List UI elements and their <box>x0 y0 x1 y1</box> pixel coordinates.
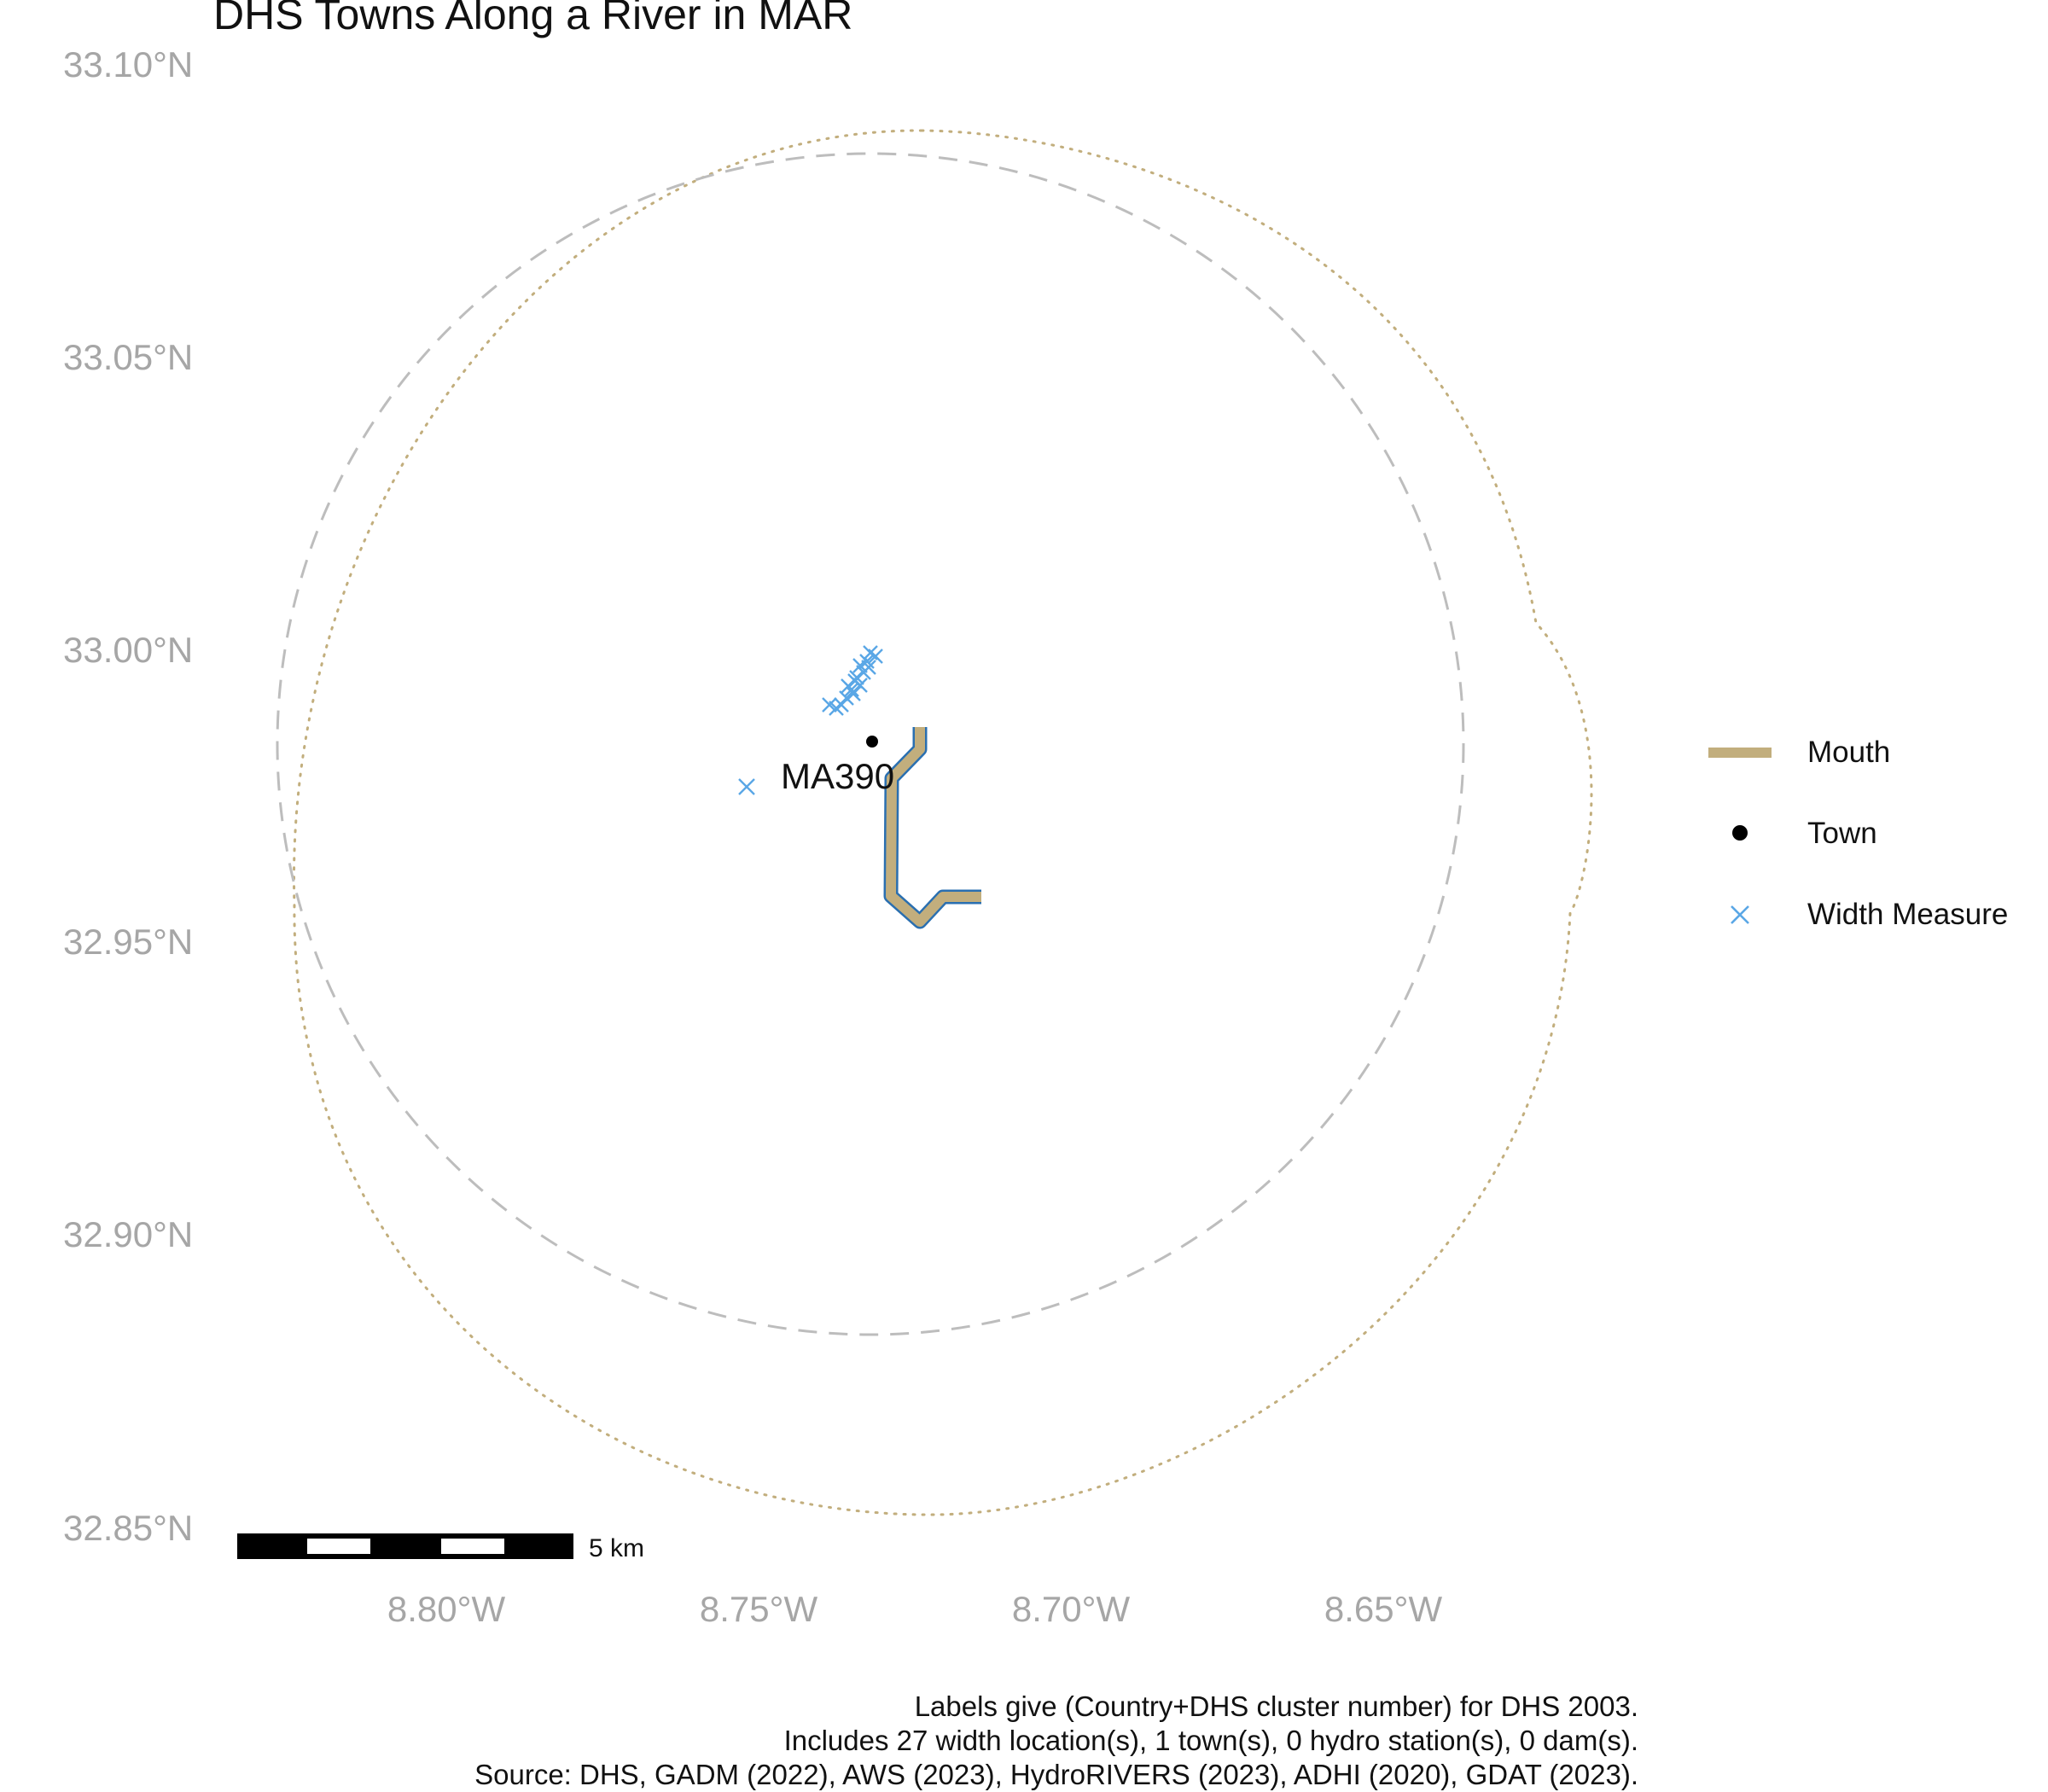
width-measure-marker <box>868 649 883 664</box>
town-label: MA390 <box>781 756 895 796</box>
legend-label-width-measure: Width Measure <box>1807 898 2009 931</box>
dashed-buffer-circle <box>276 152 1465 1336</box>
legend-width-measure-x-icon <box>1731 905 1749 924</box>
legend-label-mouth: Mouth <box>1807 736 1891 769</box>
legend-town-dot <box>1732 825 1748 841</box>
dotted-buffer-circle <box>293 129 1593 1516</box>
town-marker <box>866 736 878 748</box>
x-tick-label: 8.75°W <box>699 1589 818 1629</box>
scale-bar-label: 5 km <box>589 1534 645 1562</box>
y-tick-label: 32.95°N <box>63 922 194 962</box>
caption-line: Source: DHS, GADM (2022), AWS (2023), Hy… <box>474 1759 1638 1790</box>
y-tick-label: 33.00°N <box>63 630 194 670</box>
width-measure-marker <box>861 660 876 675</box>
x-tick-label: 8.80°W <box>387 1589 506 1629</box>
legend-keys <box>1708 748 1772 924</box>
y-tick-label: 33.10°N <box>63 44 194 84</box>
river-mouth <box>886 727 981 927</box>
width-measure-marker <box>852 678 868 693</box>
width-measure-marker <box>738 778 755 795</box>
x-tick-label: 8.65°W <box>1324 1589 1443 1629</box>
width-measure-markers <box>738 645 883 795</box>
x-tick-label: 8.70°W <box>1011 1589 1131 1629</box>
y-tick-label: 33.05°N <box>63 337 194 377</box>
width-measure-marker <box>846 686 861 701</box>
width-measure-marker <box>822 697 837 713</box>
caption-line: Labels give (Country+DHS cluster number)… <box>914 1690 1638 1722</box>
caption-line: Includes 27 width location(s), 1 town(s)… <box>783 1725 1638 1756</box>
legend-label-town: Town <box>1807 817 1877 850</box>
width-measure-marker <box>841 678 856 694</box>
y-tick-label: 32.85°N <box>63 1508 194 1548</box>
y-tick-label: 32.90°N <box>63 1214 194 1254</box>
scale-bar <box>237 1533 573 1559</box>
map-title: DHS Towns Along a River in MAR <box>213 0 853 38</box>
